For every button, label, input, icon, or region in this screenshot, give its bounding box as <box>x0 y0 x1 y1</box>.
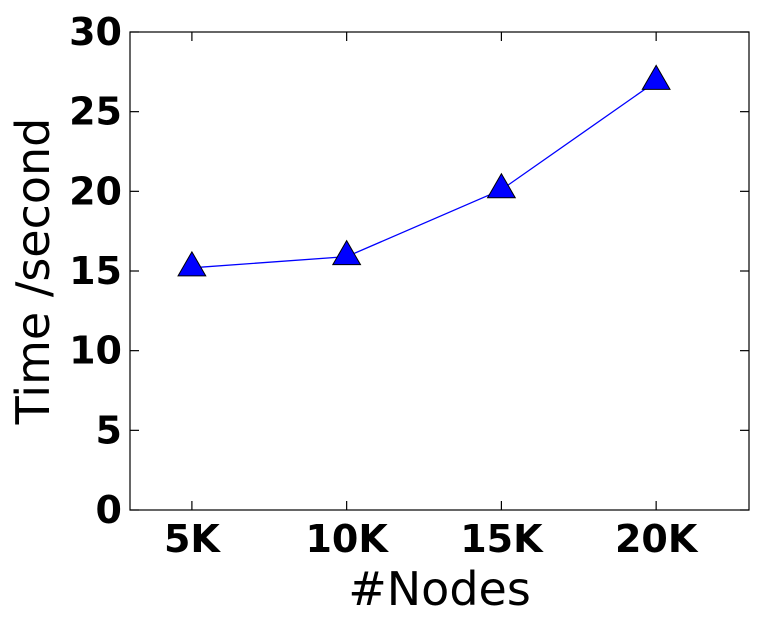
data-point-marker <box>177 250 207 277</box>
axis-ticks <box>130 31 749 511</box>
data-point-marker <box>331 239 362 266</box>
y-tick-label: 20 <box>69 169 122 213</box>
x-tick-label: 20K <box>615 517 699 561</box>
plot-frame <box>129 31 750 511</box>
tick-labels: 0 5 10 15 20 25 30 5K 10K 15K 20K <box>69 10 699 561</box>
y-tick-label: 10 <box>69 329 122 373</box>
y-axis-label: Time /second <box>6 118 60 426</box>
data-point-marker <box>641 64 671 90</box>
y-tick-label: 30 <box>69 10 122 54</box>
y-tick-label: 0 <box>96 488 122 532</box>
x-tick-label: 10K <box>305 517 389 561</box>
data-point-marker <box>486 172 517 199</box>
y-tick-label: 25 <box>69 90 122 134</box>
data-series <box>177 64 671 277</box>
x-tick-label: 15K <box>460 517 544 561</box>
x-axis-label: #Nodes <box>348 562 531 616</box>
y-tick-label: 15 <box>69 249 122 293</box>
series-line <box>191 80 657 269</box>
y-tick-label: 5 <box>96 408 122 452</box>
x-tick-label: 5K <box>164 517 221 561</box>
